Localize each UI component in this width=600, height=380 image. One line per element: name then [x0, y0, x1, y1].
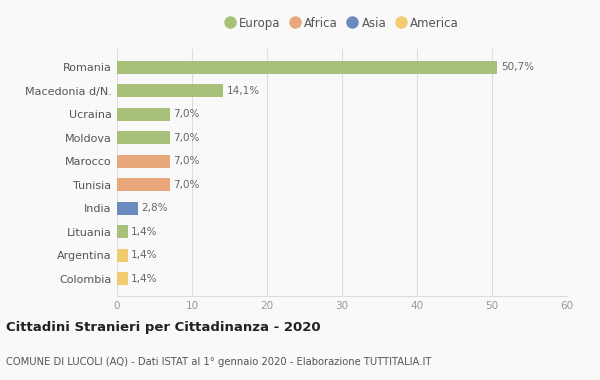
Text: 14,1%: 14,1%: [227, 86, 260, 96]
Bar: [117, 108, 170, 120]
Text: Cittadini Stranieri per Cittadinanza - 2020: Cittadini Stranieri per Cittadinanza - 2…: [6, 321, 320, 334]
Legend: Europa, Africa, Asia, America: Europa, Africa, Asia, America: [221, 13, 463, 33]
Text: 50,7%: 50,7%: [501, 62, 534, 72]
Text: 1,4%: 1,4%: [131, 227, 158, 237]
Text: 7,0%: 7,0%: [173, 180, 200, 190]
Bar: [117, 202, 138, 215]
Bar: [117, 272, 128, 285]
Text: 1,4%: 1,4%: [131, 250, 158, 260]
Text: COMUNE DI LUCOLI (AQ) - Dati ISTAT al 1° gennaio 2020 - Elaborazione TUTTITALIA.: COMUNE DI LUCOLI (AQ) - Dati ISTAT al 1°…: [6, 357, 431, 367]
Text: 7,0%: 7,0%: [173, 156, 200, 166]
Bar: [117, 84, 223, 97]
Text: 2,8%: 2,8%: [142, 203, 168, 213]
Bar: [117, 225, 128, 238]
Bar: [117, 155, 170, 168]
Text: 7,0%: 7,0%: [173, 109, 200, 119]
Bar: [117, 178, 170, 191]
Bar: [117, 61, 497, 74]
Text: 1,4%: 1,4%: [131, 274, 158, 284]
Text: 7,0%: 7,0%: [173, 133, 200, 142]
Bar: [117, 249, 128, 262]
Bar: [117, 131, 170, 144]
